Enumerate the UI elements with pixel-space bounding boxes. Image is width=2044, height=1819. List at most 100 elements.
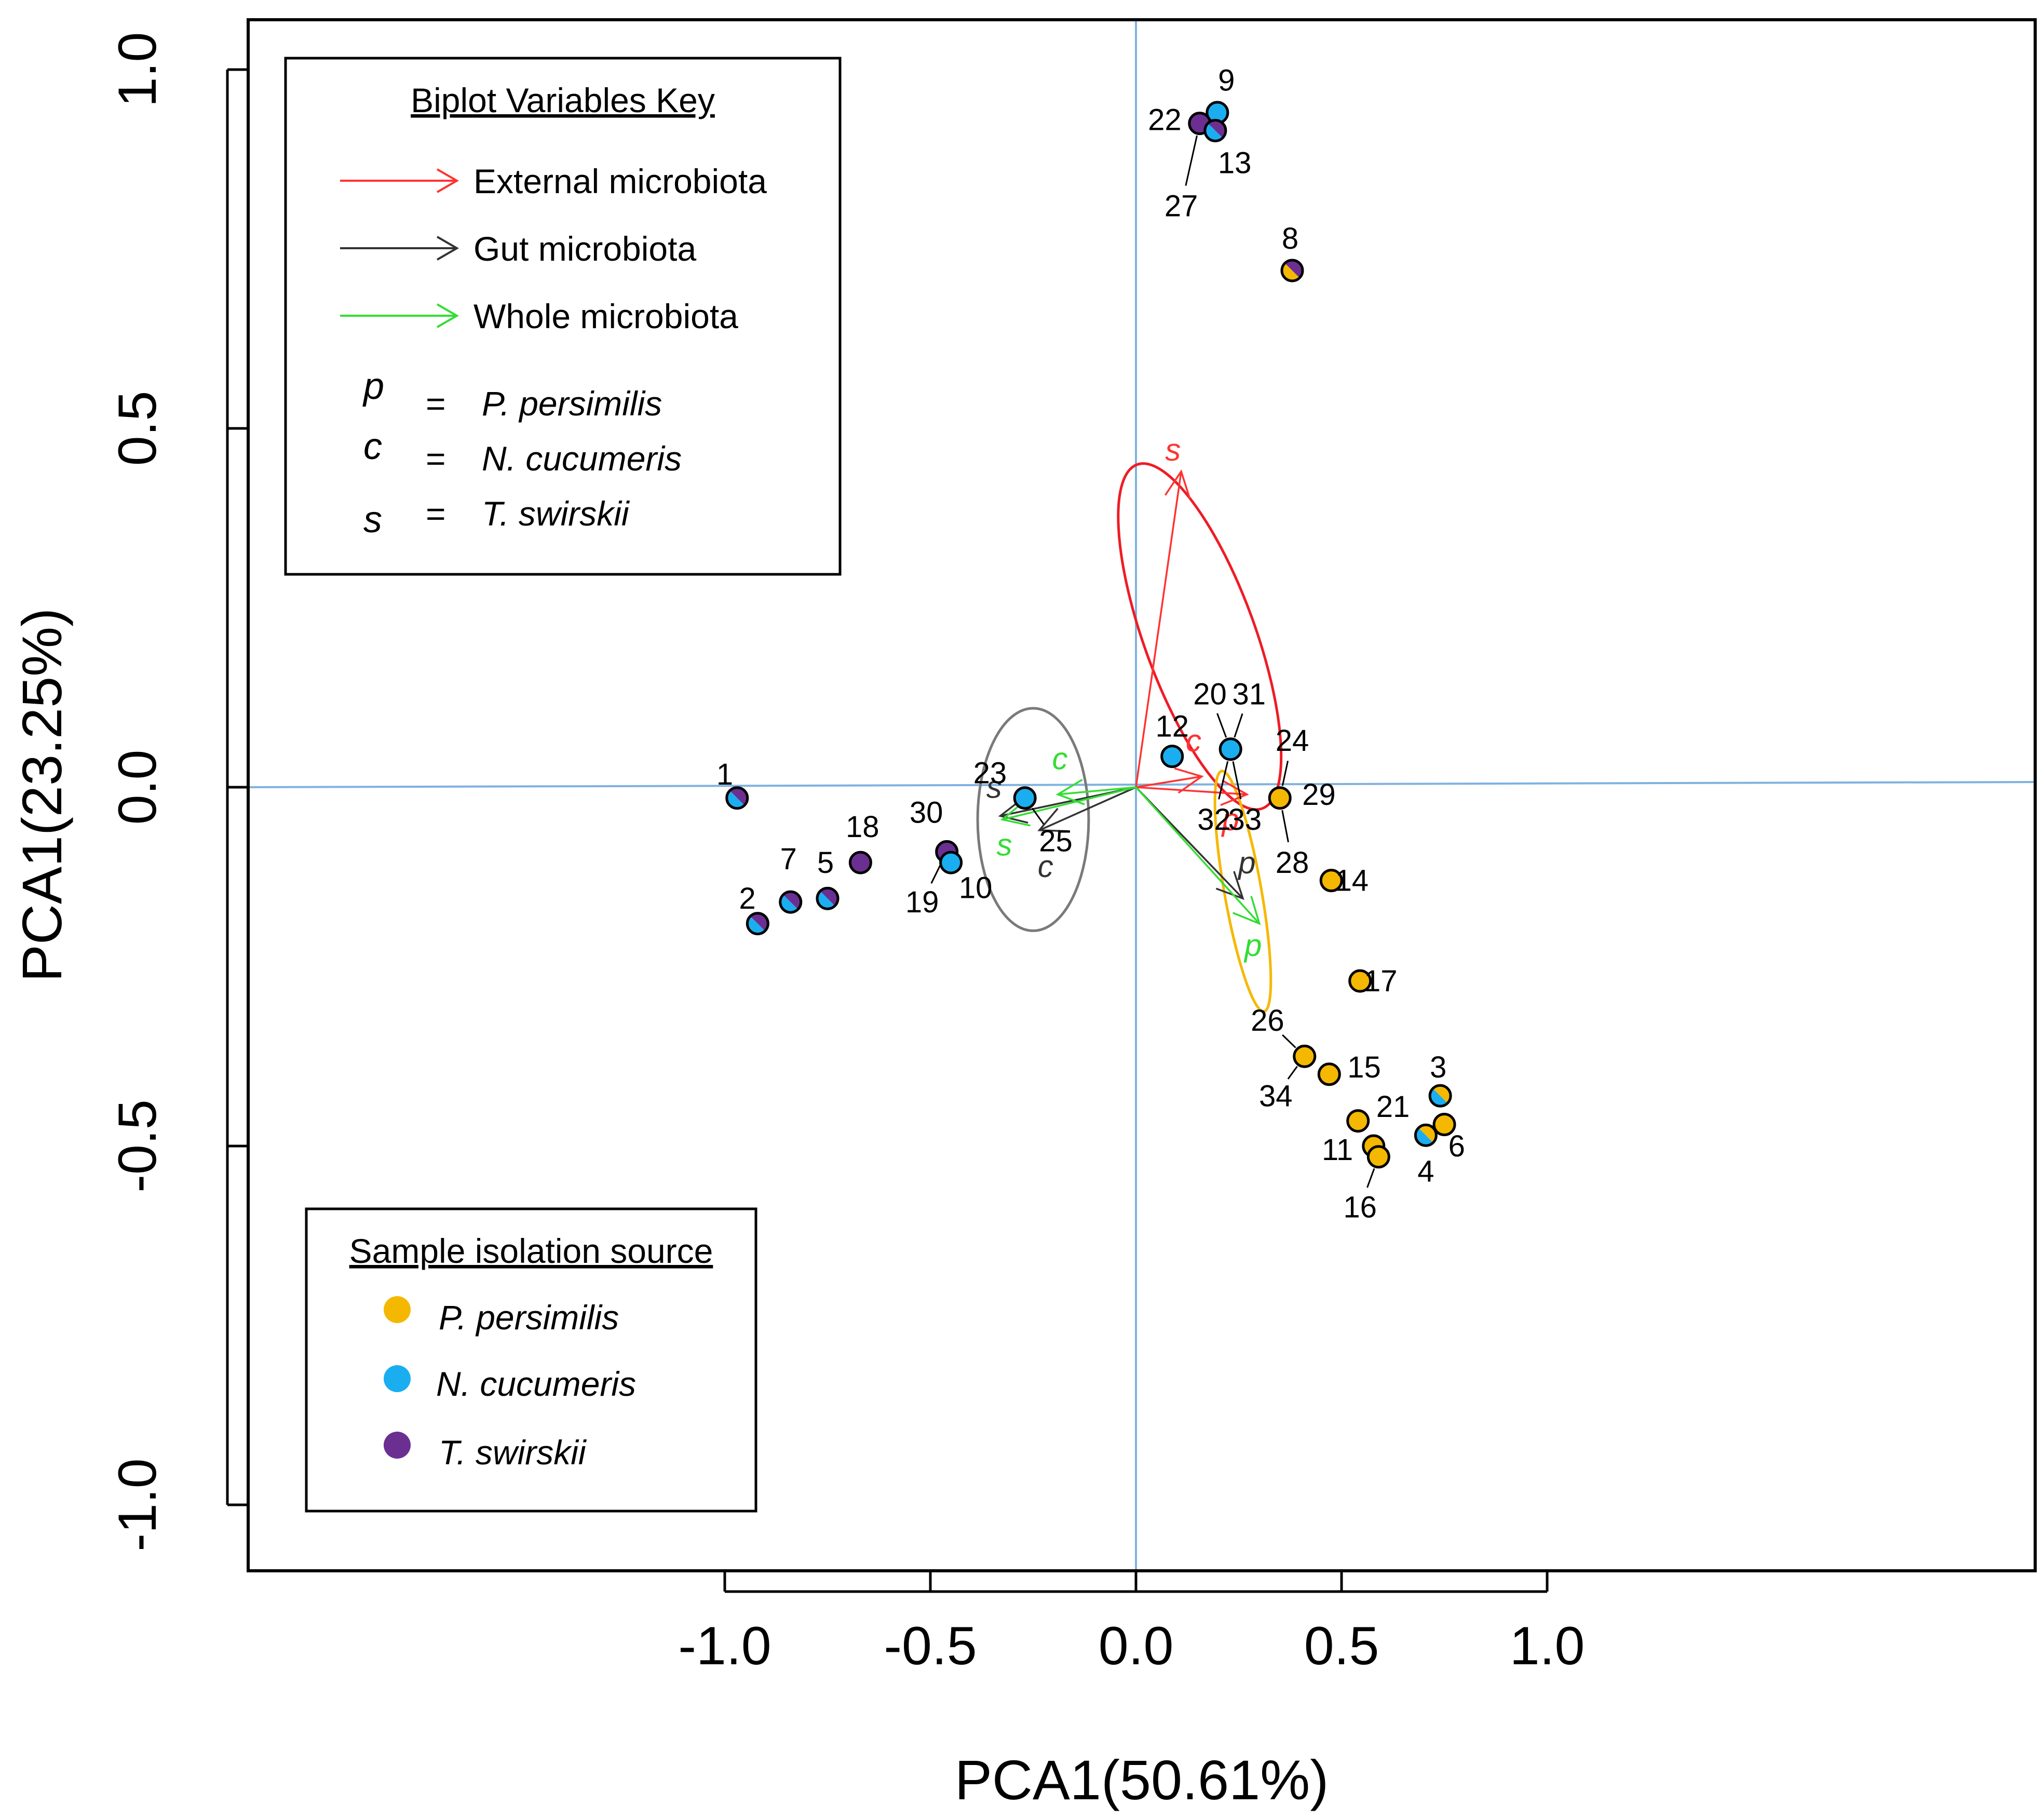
leader-line bbox=[1218, 761, 1229, 800]
point-label: 14 bbox=[1335, 864, 1369, 898]
point-label: 4 bbox=[1417, 1154, 1434, 1188]
source-legend-label-persimilis: P. persimilis bbox=[439, 1298, 619, 1337]
data-point-fill bbox=[1207, 102, 1228, 123]
gut-arrowhead-icon bbox=[436, 236, 459, 261]
point-label: 9 bbox=[1218, 64, 1235, 98]
biplot-key: Biplot Variables Key External microbiota… bbox=[284, 57, 842, 576]
biplot-key-species-c: c = N. cucumeris bbox=[363, 426, 682, 478]
data-point bbox=[1160, 745, 1184, 769]
data-point-fill-a bbox=[1430, 1088, 1448, 1107]
source-legend-box bbox=[305, 1207, 757, 1513]
data-point bbox=[779, 890, 803, 914]
data-point bbox=[1219, 737, 1242, 761]
leader-line bbox=[1366, 1168, 1375, 1188]
point-label: 30 bbox=[910, 796, 943, 829]
whole-vector-label-c: c bbox=[1052, 741, 1067, 776]
data-point bbox=[1346, 1109, 1370, 1133]
data-point-fill bbox=[1269, 787, 1291, 809]
gut-vector-label-s: s bbox=[986, 770, 1002, 805]
x-tick-label: 1.0 bbox=[1510, 1616, 1585, 1676]
data-point-fill-b bbox=[1208, 120, 1226, 138]
point-label: 31 bbox=[1233, 677, 1266, 711]
data-point-fill bbox=[1321, 870, 1342, 891]
source-legend-entry-swirskii: T. swirskii bbox=[384, 1432, 587, 1472]
data-point-fill bbox=[1434, 1114, 1455, 1135]
gut-vector-label-p: p bbox=[1237, 845, 1255, 880]
y-tick-label: -1.0 bbox=[107, 1458, 168, 1551]
data-point-outline bbox=[1160, 745, 1184, 769]
data-point-fill-a bbox=[1282, 263, 1300, 281]
data-point-fill bbox=[1014, 787, 1036, 809]
data-point bbox=[1013, 786, 1037, 810]
source-legend-label-cucumeris: N. cucumeris bbox=[436, 1365, 636, 1403]
data-point-outline bbox=[1317, 1062, 1341, 1086]
leader-line bbox=[1281, 760, 1289, 786]
horizontal-zero-line bbox=[248, 781, 2035, 788]
plot-frame bbox=[247, 18, 2037, 1572]
data-point-fill bbox=[1161, 746, 1183, 767]
species-symbol-s: s bbox=[363, 499, 382, 541]
point-label: 11 bbox=[1322, 1133, 1353, 1167]
biplot-key-entry-gut: Gut microbiota bbox=[340, 230, 696, 268]
cucumeris-swatch-icon bbox=[384, 1365, 411, 1392]
data-point bbox=[1317, 1062, 1341, 1086]
species-symbol-c: c bbox=[363, 426, 382, 467]
data-point-outline bbox=[1293, 1044, 1317, 1068]
gut-vector-head-c bbox=[1037, 807, 1068, 832]
biplot-key-label-whole: Whole microbiota bbox=[473, 297, 738, 335]
point-label: 22 bbox=[1148, 103, 1182, 137]
point-label: 2 bbox=[739, 882, 755, 915]
point-label: 20 bbox=[1193, 677, 1227, 711]
data-point-outline bbox=[1013, 786, 1037, 810]
point-label: 33 bbox=[1228, 803, 1262, 837]
data-point bbox=[1268, 786, 1292, 810]
point-label: 19 bbox=[905, 885, 939, 919]
external-vector-head-s bbox=[1164, 469, 1191, 499]
data-point bbox=[1428, 1084, 1452, 1108]
gut-cluster-ellipse bbox=[976, 707, 1090, 932]
external-vector-head-p bbox=[1220, 779, 1249, 806]
species-name-s: T. swirskii bbox=[482, 494, 630, 533]
x-tick-label: -1.0 bbox=[678, 1616, 771, 1676]
point-label: 8 bbox=[1282, 222, 1298, 255]
species-symbol-p: p bbox=[362, 366, 384, 407]
data-point-fill bbox=[1347, 1110, 1369, 1131]
point-label: 34 bbox=[1259, 1079, 1293, 1113]
x-tick-label: 0.5 bbox=[1304, 1616, 1379, 1676]
data-point bbox=[1203, 118, 1227, 142]
species-name-p: P. persimilis bbox=[482, 384, 662, 423]
whole-vector-head-s bbox=[1000, 800, 1031, 827]
data-point-fill-a bbox=[780, 894, 798, 913]
data-point bbox=[725, 786, 749, 810]
data-point-outline bbox=[1203, 118, 1227, 142]
data-point-fill-a bbox=[726, 790, 744, 809]
data-point bbox=[1432, 1113, 1456, 1137]
data-point-outline bbox=[816, 886, 840, 910]
data-point bbox=[1414, 1123, 1438, 1147]
external-vector-label-c: c bbox=[1186, 723, 1201, 758]
whole-vector-p bbox=[1135, 786, 1260, 924]
point-label: 1 bbox=[716, 758, 733, 791]
external-vector-head-c bbox=[1174, 767, 1204, 794]
source-legend-entry-cucumeris: N. cucumeris bbox=[384, 1365, 636, 1403]
data-point-fill bbox=[940, 852, 962, 873]
source-legend-title: Sample isolation source bbox=[349, 1232, 713, 1270]
gut-vector-c bbox=[1039, 786, 1136, 831]
data-point bbox=[1280, 259, 1304, 282]
data-point bbox=[1293, 1044, 1317, 1068]
leader-line bbox=[1282, 1034, 1296, 1048]
point-label: 29 bbox=[1302, 778, 1336, 812]
species-name-c: N. cucumeris bbox=[482, 439, 682, 478]
data-point-fill-b bbox=[783, 892, 801, 910]
leader-line bbox=[1031, 807, 1045, 825]
data-point bbox=[1319, 869, 1343, 893]
data-point-outline bbox=[1346, 1109, 1370, 1133]
external-vector-label-s: s bbox=[1165, 433, 1181, 467]
data-point-fill-b bbox=[1284, 260, 1303, 278]
data-point-outline bbox=[1366, 1145, 1390, 1169]
point-label: 6 bbox=[1449, 1129, 1465, 1163]
whole-vector-label-p: p bbox=[1243, 928, 1262, 963]
data-point bbox=[746, 912, 769, 936]
point-label: 23 bbox=[973, 756, 1007, 790]
gut-vector-label-c: c bbox=[1038, 849, 1053, 884]
